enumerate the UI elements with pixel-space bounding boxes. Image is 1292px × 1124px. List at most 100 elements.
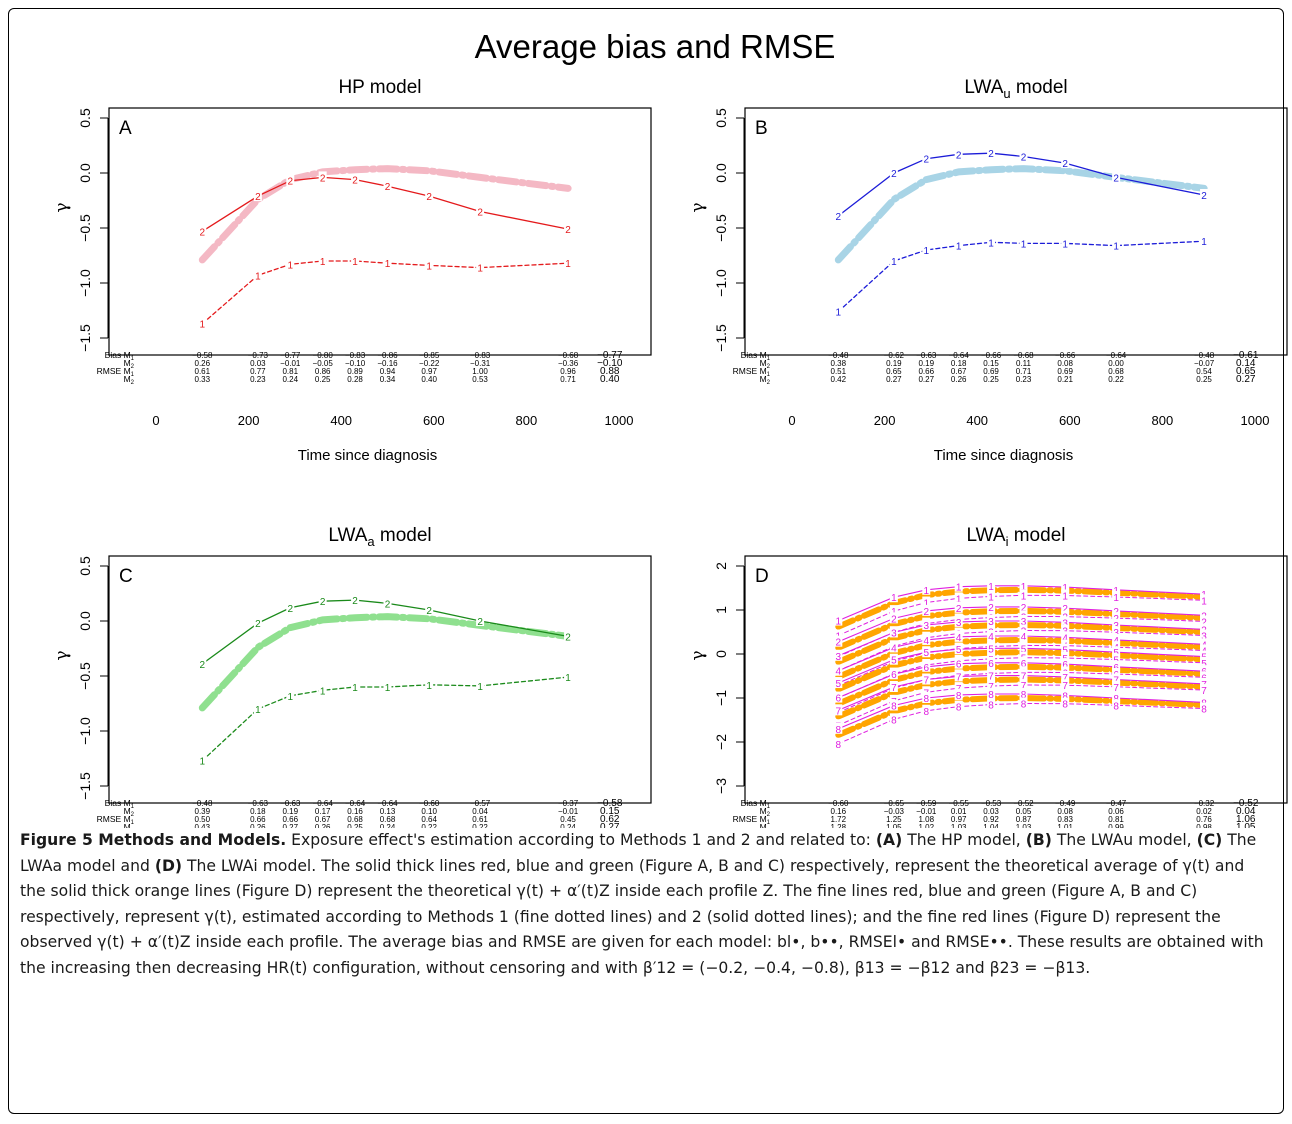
point-label: 2 — [988, 149, 994, 160]
point-label-bg — [1061, 602, 1070, 614]
point-label-bg — [922, 618, 931, 630]
table-cell: 0.04 — [1236, 806, 1256, 817]
point-label-bg — [954, 601, 963, 613]
point-label-bg — [1200, 235, 1209, 247]
y-tick-label: −1.5 — [77, 772, 93, 800]
table-cell: −0.57 — [470, 799, 491, 808]
table-cell: 0.02 — [1196, 807, 1212, 816]
y-axis-label: γ — [52, 650, 72, 660]
point-label-bg — [1061, 643, 1070, 655]
point-label: 2 — [320, 597, 326, 608]
table-cell: 0.61 — [472, 815, 488, 824]
table-cell: −0.64 — [377, 799, 398, 808]
table-cell: 1.05 — [886, 823, 902, 828]
plot-frame — [108, 107, 652, 356]
point-label: 1 — [255, 705, 261, 716]
point-label: 8 — [956, 691, 962, 702]
point-label: 8 — [923, 694, 929, 705]
point-label: 2 — [255, 619, 261, 630]
table-cell: 0.61 — [195, 367, 211, 376]
point-label-bg — [889, 605, 898, 617]
point-label: 1 — [836, 617, 842, 628]
point-label-bg — [1112, 239, 1121, 251]
point-label: 1 — [352, 257, 358, 268]
point-label-bg — [922, 673, 931, 685]
point-label-bg — [834, 635, 843, 647]
point-label-bg — [564, 671, 573, 683]
point-label-bg — [1061, 157, 1070, 169]
point-label: 1 — [923, 599, 929, 610]
point-label-bg — [1112, 618, 1121, 630]
point-label-bg — [1019, 679, 1028, 691]
point-label-bg — [1061, 697, 1070, 709]
point-label: 2 — [352, 596, 358, 607]
series-profile-method1 — [837, 644, 1205, 687]
table-cell: −0.64 — [1106, 351, 1127, 360]
table-cell: 0.25 — [315, 375, 331, 384]
point-label-bg — [425, 604, 434, 615]
point-label-bg — [1200, 588, 1209, 600]
x-tick-label: 600 — [423, 413, 445, 428]
table-cell: 0.27 — [600, 822, 620, 828]
point-label: 1 — [1113, 242, 1119, 253]
table-cell: −0.66 — [1055, 351, 1076, 360]
point-label: 3 — [923, 621, 929, 632]
point-label-bg — [922, 583, 931, 595]
point-label-bg — [987, 680, 996, 692]
table-cell: 0.96 — [560, 367, 576, 376]
table-cell: −0.53 — [981, 799, 1002, 808]
point-label-bg — [834, 722, 843, 734]
y-tick-label: −0.5 — [713, 214, 729, 242]
table-cell: 0.88 — [600, 366, 620, 377]
point-label-bg — [889, 167, 898, 178]
table-row-label: Bias M1 — [741, 798, 771, 810]
panel-title: HP model — [338, 77, 421, 98]
point-label-bg — [1112, 646, 1121, 658]
table-cell: 0.27 — [918, 375, 934, 384]
point-label-bg — [954, 615, 963, 627]
point-label-bg — [1200, 615, 1209, 627]
point-label-bg — [1019, 579, 1028, 591]
point-label: 1 — [836, 308, 842, 319]
table-row-label: M2 — [124, 822, 135, 828]
series-method1 — [837, 240, 1205, 313]
table-cell: −0.36 — [558, 359, 579, 368]
point-label-bg — [1200, 656, 1209, 668]
point-label: 8 — [1201, 705, 1207, 716]
point-label: 4 — [836, 667, 842, 678]
table-cell: −0.77 — [280, 351, 301, 360]
point-label: 5 — [923, 648, 929, 659]
point-label: 2 — [1201, 617, 1207, 628]
point-label: 8 — [891, 701, 897, 712]
table-cell: −0.01 — [916, 807, 937, 816]
table-cell: −0.55 — [949, 799, 970, 808]
chart-panel-c: LWAa model C −1.5 −1.0 −0.5 0.0 0.5 γ Bias M1 −0.… — [52, 525, 652, 828]
point-label: 1 — [891, 593, 897, 604]
y-tick-label: −0.5 — [77, 662, 93, 690]
y-tick-label: 0.5 — [77, 108, 93, 128]
point-label: 1 — [1062, 583, 1068, 594]
point-label: 3 — [836, 652, 842, 663]
table-cell: 0.18 — [951, 359, 967, 368]
table-cell: 1.28 — [831, 823, 847, 828]
table-cell: −0.01 — [558, 807, 579, 816]
point-label: 7 — [988, 682, 994, 693]
table-cell: 0.77 — [250, 367, 266, 376]
point-label: 2 — [565, 225, 571, 236]
panel-letter: A — [119, 118, 132, 139]
table-cell: −0.64 — [313, 799, 334, 808]
y-tick-label: 0.0 — [77, 611, 93, 631]
point-label: 1 — [956, 594, 962, 605]
table-cell: −0.63 — [248, 799, 269, 808]
table-cell: 0.65 — [1236, 366, 1256, 377]
y-axis-label: γ — [52, 202, 72, 212]
point-label: 8 — [1062, 700, 1068, 711]
table-cell: −0.52 — [1013, 799, 1034, 808]
point-label-bg — [1200, 189, 1209, 200]
point-label-bg — [889, 591, 898, 603]
table-cell: 0.24 — [282, 375, 298, 384]
point-label-bg — [1019, 150, 1028, 162]
table-cell: −0.03 — [884, 807, 905, 816]
panel-title: LWAi model — [967, 525, 1066, 549]
table-cell: 0.38 — [831, 359, 847, 368]
